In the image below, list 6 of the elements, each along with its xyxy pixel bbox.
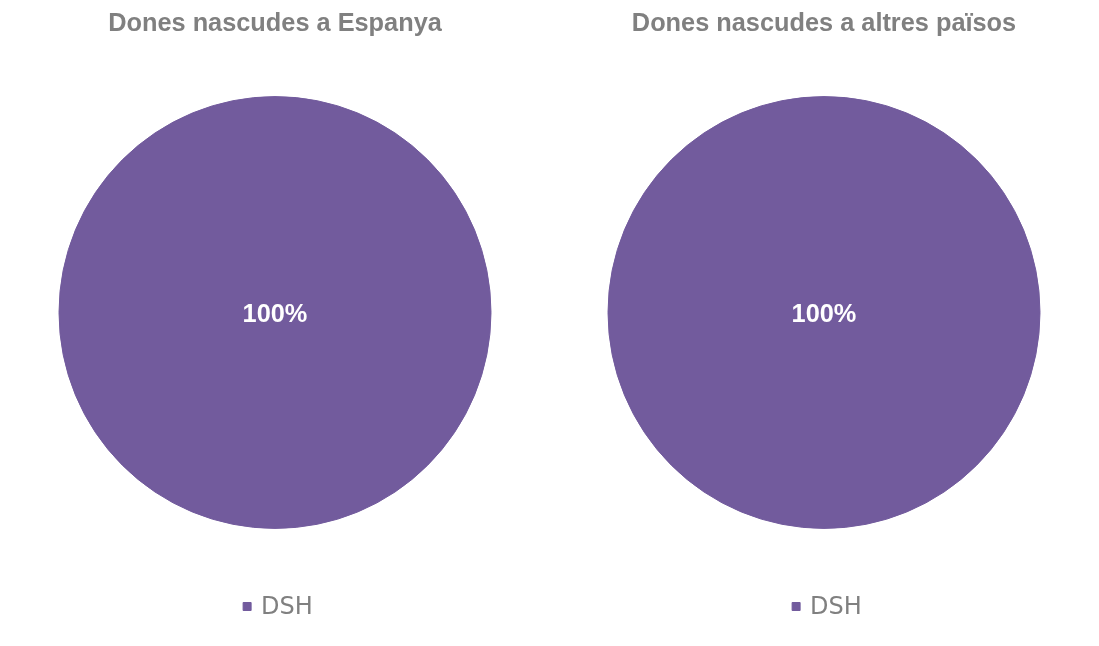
data-label: 100%	[242, 298, 308, 327]
legend-label: DSH	[261, 592, 313, 620]
legend-label: DSH	[810, 592, 862, 620]
chart-title: Dones nascudes a altres països	[631, 7, 1017, 36]
data-label: 100%	[791, 298, 857, 327]
chart-title: Dones nascudes a Espanya	[108, 7, 443, 36]
